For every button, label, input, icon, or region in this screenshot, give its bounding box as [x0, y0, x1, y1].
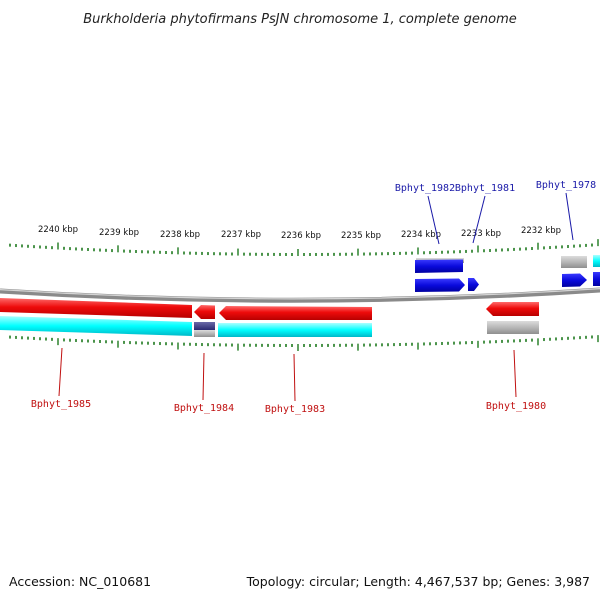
kbp-label: 2236 kbp — [281, 231, 321, 241]
gene-label-bphyt-1983[interactable]: Bphyt_1983 — [265, 404, 325, 415]
cyan-track-segment — [593, 255, 600, 267]
gene-shading-box — [561, 256, 587, 268]
gene-arrow-bphyt-1982[interactable] — [415, 259, 463, 274]
gene-label-bphyt-1978[interactable]: Bphyt_1978 — [536, 180, 596, 191]
kbp-label: 2232 kbp — [521, 226, 561, 236]
cyan-track-segment — [0, 316, 192, 336]
gene-arrow-bphyt-1981[interactable] — [468, 278, 479, 291]
leader-line — [513, 349, 517, 398]
leader-line — [202, 352, 205, 401]
gene-label-bphyt-1980[interactable]: Bphyt_1980 — [486, 401, 546, 412]
leader-line — [58, 347, 63, 397]
leader-line — [293, 353, 296, 402]
kbp-labels: 2240 kbp 2239 kbp 2238 kbp 2237 kbp 2236… — [38, 225, 561, 241]
reverse-strand-track — [0, 298, 539, 337]
kbp-label: 2233 kbp — [461, 229, 501, 239]
forward-strand-track — [415, 255, 600, 292]
genome-backbone — [0, 287, 600, 303]
kbp-label: 2238 kbp — [160, 230, 200, 240]
gene-arrow-bphyt-1983[interactable] — [219, 306, 372, 320]
gene-label-bphyt-1982[interactable]: Bphyt_1982 — [395, 183, 455, 194]
cyan-track-segment — [218, 323, 372, 337]
gene-shading-box — [194, 330, 215, 337]
gene-label-bphyt-1985[interactable]: Bphyt_1985 — [31, 399, 91, 410]
top-tick-ruler — [9, 239, 599, 256]
kbp-label: 2239 kbp — [99, 228, 139, 238]
leader-line — [472, 195, 486, 244]
genome-backbone-highlight — [0, 288, 600, 300]
map-title: Burkholderia phytofirmans PsJN chromosom… — [83, 12, 517, 27]
gene-arrow-bphyt-1980[interactable] — [486, 302, 539, 316]
gene-labels: Bphyt_1982 Bphyt_1981 Bphyt_1978 Bphyt_1… — [31, 180, 596, 415]
gene-arrow-bphyt-1978[interactable] — [562, 273, 587, 288]
gene-arrow-right-edge — [593, 272, 600, 286]
navy-gene-box — [194, 322, 215, 330]
gene-shading-box — [487, 321, 539, 334]
bottom-tick-ruler — [9, 335, 599, 351]
gene-arrow-bphyt-1984[interactable] — [194, 305, 215, 319]
leader-line — [565, 192, 574, 241]
kbp-label: 2240 kbp — [38, 225, 78, 235]
leader-line — [427, 195, 440, 245]
gene-label-bphyt-1984[interactable]: Bphyt_1984 — [174, 403, 234, 414]
kbp-label: 2235 kbp — [341, 231, 381, 241]
gene-arrow-bphyt-1985[interactable] — [0, 298, 192, 318]
gene-label-bphyt-1981[interactable]: Bphyt_1981 — [455, 183, 515, 194]
gene-arrow-bphyt-1982b[interactable] — [415, 278, 465, 293]
genome-summary: Topology: circular; Length: 4,467,537 bp… — [246, 574, 590, 589]
accession-label: Accession: NC_010681 — [9, 574, 151, 589]
kbp-label: 2237 kbp — [221, 230, 261, 240]
label-leaders — [58, 192, 574, 402]
kbp-label: 2234 kbp — [401, 230, 441, 240]
